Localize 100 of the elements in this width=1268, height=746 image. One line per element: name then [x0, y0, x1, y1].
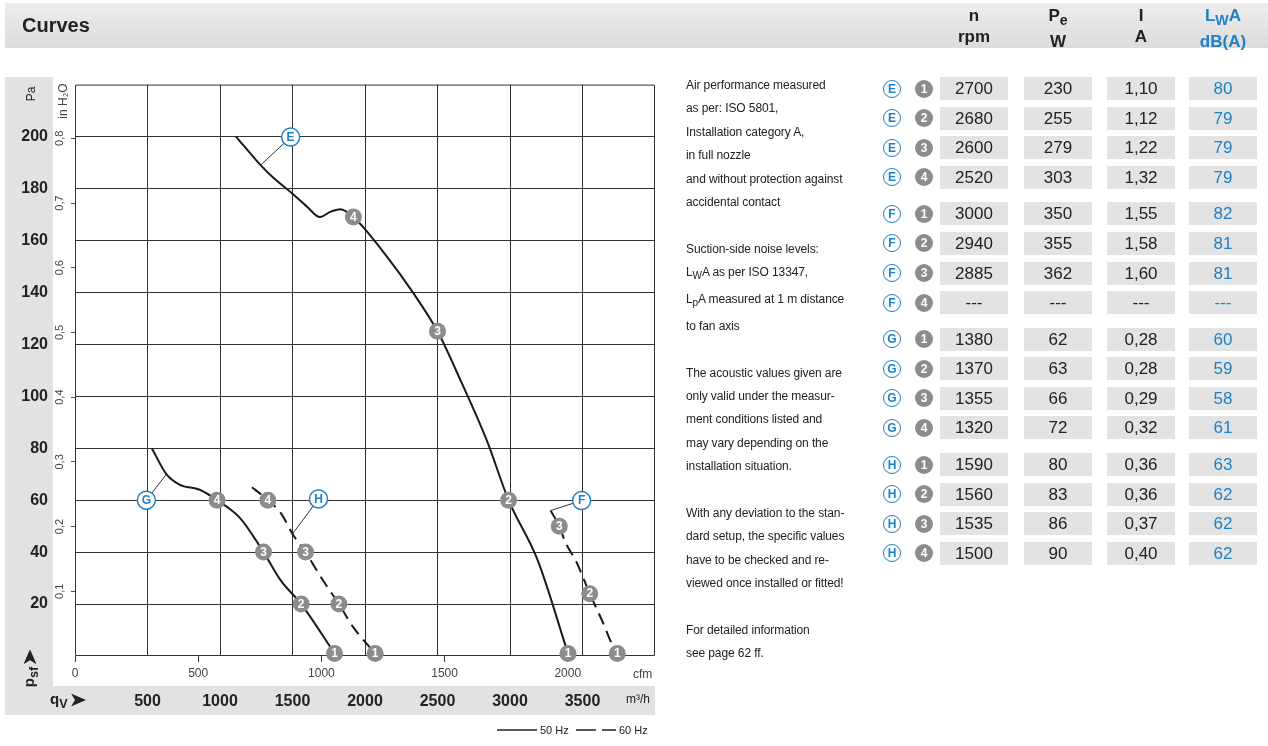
data-label: 1,60: [1107, 261, 1175, 285]
y-tick-label: 60: [30, 490, 49, 508]
data-label: 279: [1024, 136, 1092, 160]
data-label: 79: [1189, 165, 1257, 189]
annotation: 2: [297, 596, 305, 611]
data-label: 1370: [940, 357, 1008, 381]
text: E: [286, 129, 295, 144]
data-label: 81: [1189, 231, 1257, 255]
category-label: F 4: [888, 295, 928, 310]
data-label: 61: [1189, 416, 1257, 440]
x-tick-label: L$_{W}$A dB(A): [1199, 5, 1247, 53]
text: The acoustic values given are only valid under the measur- ment conditions listed and may vary depending on the installation situation.: [686, 364, 843, 476]
data-label: 62: [1189, 482, 1257, 506]
annotation: 3: [302, 544, 310, 559]
data-label: 255: [1024, 106, 1092, 130]
category-label: E 2: [887, 111, 928, 126]
y2-tick-label: 0,7: [53, 195, 66, 211]
x-tick-label: I A: [1134, 5, 1148, 47]
series-label: G: [141, 493, 152, 507]
chart-title: Curves: [22, 14, 90, 36]
text: q$_{V}$: [50, 689, 68, 711]
data-label: 1355: [940, 386, 1008, 410]
data-label: 63: [1189, 453, 1257, 477]
data-label: 79: [1189, 136, 1257, 160]
text: 60 Hz: [619, 724, 648, 736]
data-label: 0,28: [1107, 327, 1175, 351]
y2-tick-label: 0,2: [53, 518, 66, 535]
y-tick-label: 140: [21, 282, 49, 300]
annotation: 1: [371, 646, 379, 661]
category-label: G 3: [887, 391, 928, 406]
category-label: H 4: [887, 546, 928, 561]
y-tick-label: 180: [21, 178, 49, 196]
data-label: 1560: [940, 482, 1008, 506]
x-tick-label: P$_{e}$ W: [1048, 5, 1068, 53]
data-label: 362: [1024, 261, 1092, 285]
data-label: 1,32: [1107, 165, 1175, 189]
annotation: 1: [331, 646, 339, 661]
data-label: 1500: [940, 541, 1008, 565]
data-label: 81: [1189, 261, 1257, 285]
data-label: 2940: [940, 231, 1008, 255]
text: 50 Hz: [540, 724, 569, 736]
y-axis-title: Pa: [24, 86, 38, 102]
annotation: 2: [335, 596, 343, 611]
y-tick-label: 120: [21, 334, 49, 352]
data-label: 3000: [940, 202, 1008, 226]
data-label: 1,12: [1107, 106, 1175, 130]
text: Air performance measured as per: ISO 5801, Installation category A, in full nozzle and without protection against accidental contact: [686, 77, 844, 212]
data-label: 0,36: [1107, 453, 1175, 477]
x-tick-label: 500: [134, 692, 161, 710]
annotation: 2: [586, 586, 594, 601]
x-tick-label: 2000: [347, 692, 383, 710]
y-tick-label: 40: [30, 542, 49, 560]
data-label: 80: [1189, 77, 1257, 100]
annotation: 1: [564, 646, 572, 661]
data-label: 2885: [940, 261, 1008, 285]
y-tick-label: 100: [21, 386, 49, 404]
data-label: 58: [1189, 386, 1257, 410]
data-label: 1590: [940, 453, 1008, 477]
category-label: G 1: [887, 332, 928, 347]
y2-tick-label: 0,3: [53, 454, 66, 470]
y2-tick-label: 0,4: [53, 389, 66, 405]
annotation: 4: [350, 209, 358, 224]
data-label: 2700: [940, 77, 1008, 100]
data-label: 1,55: [1107, 202, 1175, 226]
y2-tick-label: 0,1: [53, 583, 66, 599]
data-label: 62: [1024, 327, 1092, 351]
x-tick-label: 3000: [492, 692, 528, 710]
text: ---: [965, 293, 983, 313]
data-label: 0,37: [1107, 512, 1175, 536]
x2-tick-label: 0: [71, 665, 79, 680]
annotation: 2: [505, 492, 513, 507]
category-label: F 2: [888, 236, 928, 251]
data-label: 0,29: [1107, 386, 1175, 410]
data-label: 72: [1024, 416, 1092, 440]
data-label: 1,22: [1107, 136, 1175, 160]
y2-axis-title: in H₂O: [56, 83, 70, 119]
data-label: 90: [1024, 541, 1092, 565]
x2-tick-label: 1500: [431, 665, 459, 680]
annotation: 3: [260, 544, 268, 559]
data-label: 62: [1189, 512, 1257, 536]
text: ---: [1049, 293, 1067, 313]
y2-tick-label: 0,8: [53, 130, 66, 146]
data-label: 1,10: [1107, 77, 1175, 100]
text: Suction-side noise levels: L$_{W}$A as per ISO 13347, L$_{p}$A measured at 1 m distance to fan axis: [686, 241, 845, 333]
y2-tick-label: 0,6: [53, 260, 66, 276]
data-label: 66: [1024, 386, 1092, 410]
data-label: 2520: [940, 165, 1008, 189]
series-label: F: [577, 493, 586, 508]
data-label: 82: [1189, 202, 1257, 226]
x2-axis-title: cfm: [633, 667, 653, 681]
x-tick-label: n rpm: [957, 5, 991, 47]
data-label: 1535: [940, 512, 1008, 536]
y-tick-label: 80: [30, 438, 49, 456]
annotation: 4: [264, 492, 272, 507]
text: With any deviation to the stan- dard setup, the specific values have to be checked and re- viewed once installed or fitted!: [686, 505, 846, 593]
data-label: 303: [1024, 165, 1092, 189]
data-label: 79: [1189, 106, 1257, 130]
data-label: 355: [1024, 231, 1092, 255]
data-label: 1,58: [1107, 231, 1175, 255]
data-label: 2680: [940, 106, 1008, 130]
